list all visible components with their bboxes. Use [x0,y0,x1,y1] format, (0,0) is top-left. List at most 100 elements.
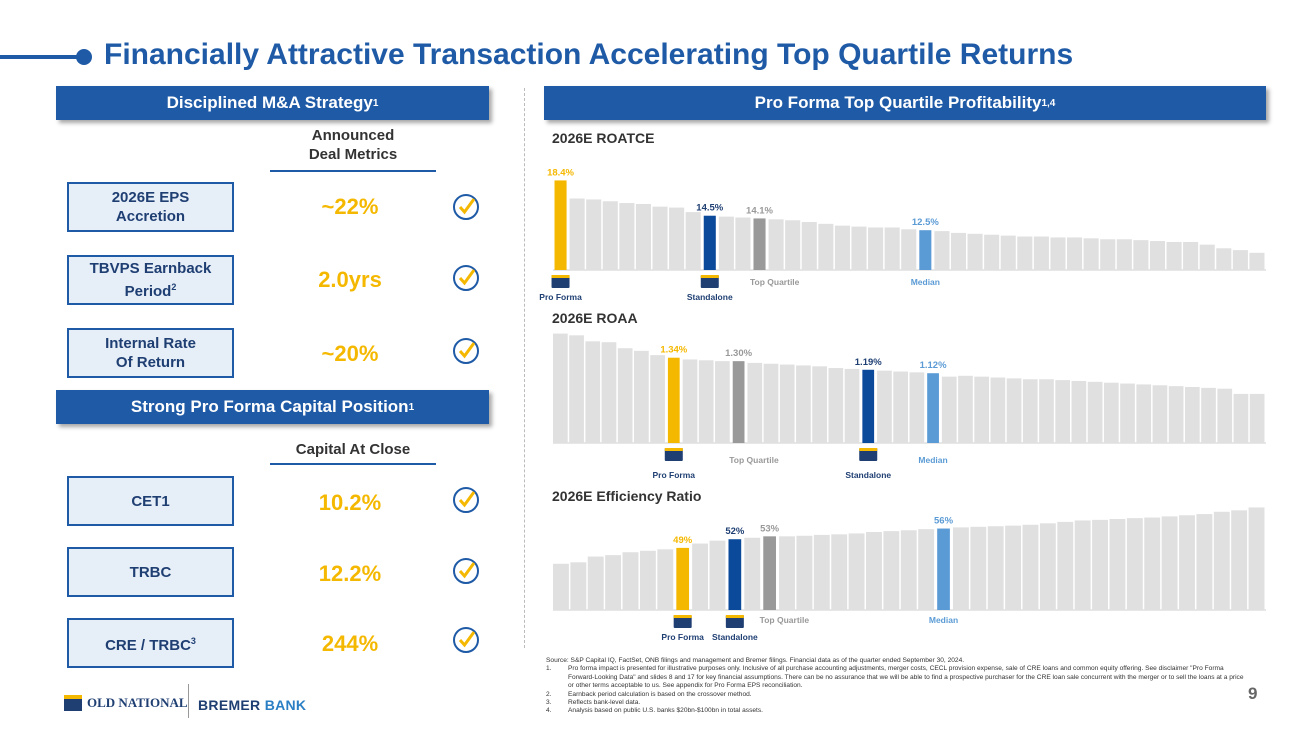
chart-bar [639,550,656,610]
chart-bar [1050,237,1066,270]
chart-bar [884,227,900,270]
checkmark-icon [453,558,479,584]
chart-bar [893,371,908,443]
footnote: 2. Earnback period calculation is based o… [546,691,1246,699]
cet1-value: 10.2% [318,490,382,515]
ma-banner-sup: 1 [372,97,379,109]
checkmark-icon [453,194,479,220]
bar-caption: Pro Forma [661,632,704,642]
chart-bar [1249,393,1265,443]
bremer-logo-text: BREMER [198,697,261,713]
chart-bar [709,540,726,610]
chart-bar [570,562,587,610]
bar-median [919,230,932,270]
chart-bar [1092,519,1108,610]
chart-bar [1168,386,1184,443]
bar-value-label: 14.1% [746,205,773,216]
tbvps-label-1: TBVPS Earnback [89,260,212,277]
bar-quartile [763,536,776,610]
chart-bar [1000,235,1016,270]
bar-value-label: 56% [934,516,954,527]
chart-bar [692,543,709,610]
trbc-value: 12.2% [318,561,382,586]
roaa-chart-title: 2026E ROAA [552,310,638,326]
chart-bar [868,227,884,270]
chart-bar [900,530,917,610]
bar-value-label: 49% [673,535,693,546]
bank-logo-icon [725,615,744,628]
chart-bar [834,225,850,270]
chart-bar [950,232,967,270]
bar-median [927,373,939,443]
chart-bar [763,363,779,443]
chart-bar [1017,236,1033,270]
chart-bar [601,342,617,443]
chart-bar [569,335,584,443]
chart-bar [1005,525,1022,610]
chart-bar [1071,380,1087,443]
chart-bar [1126,518,1143,610]
efficiency-chart: 49% Pro Forma 52% Standalone 53% Top Quartile… [553,507,1266,642]
irr-label-2: Of Return [115,354,186,371]
bar-caption: Standalone [687,292,733,302]
footnote-text: Reflects bank-level data. [568,699,641,707]
chart-bar [970,526,987,610]
chart-bar [1196,514,1213,610]
roatce-chart-title: 2026E ROATCE [552,130,655,146]
chart-bar [1120,383,1135,443]
footnote-text: Analysis based on public U.S. banks $20b… [568,707,764,715]
bank-logo-icon [664,448,683,461]
footnote-number: 3. [546,699,552,707]
chart-bar [1216,248,1232,270]
bar-value-label: 53% [760,523,780,534]
footnote-number: 1. [546,665,552,673]
footnote-number: 4. [546,707,552,715]
tbvps-earnback-box: TBVPS Earnback Period2 [67,255,234,305]
chart-bar [1199,244,1215,270]
chart-bar [617,348,633,443]
chart-bar [585,341,601,443]
bar-quartile [753,218,766,270]
chart-bar [918,529,935,610]
tbvps-label-2: Period [124,283,172,300]
chart-bar [848,533,865,610]
chart-bar [958,375,973,443]
bremer-bank-logo: BREMER BANK [198,697,306,713]
chart-bar [779,536,795,610]
page-number: 9 [1248,684,1258,703]
chart-bar [718,216,734,270]
column-divider [524,88,525,648]
ma-strategy-banner: Disciplined M&A Strategy 1 [56,86,489,120]
chart-bar [698,360,714,443]
chart-bar [866,532,882,610]
chart-bar [1179,515,1195,610]
chart-bar [587,556,604,610]
bar-caption: Pro Forma [539,292,582,302]
chart-bar [844,368,860,443]
bar-standalone [728,539,742,610]
efficiency-chart-title: 2026E Efficiency Ratio [552,488,702,504]
chart-bar [685,212,701,270]
bar-value-label: 52% [725,526,745,537]
cre-trbc-label: CRE / TRBC [105,636,191,654]
chart-bar [952,527,969,610]
chart-bar [657,549,674,610]
chart-bar [650,355,665,443]
chart-bar [779,364,795,443]
capital-at-close-rule [270,463,436,465]
chart-bar [635,203,651,270]
chart-bar [1213,511,1230,610]
bar-median [937,528,950,610]
chart-bar [901,229,917,270]
bank-logo-icon [700,275,719,288]
bank-logo-icon [673,615,692,628]
chart-bar [987,526,1004,610]
trbc-box: TRBC [67,547,234,597]
chart-bar [715,361,730,443]
chart-bar [569,198,585,270]
capital-at-close-header: Capital At Close [295,441,411,458]
bank-logo-icon-stripe [859,448,878,451]
chart-bar [1039,379,1054,443]
bank-logo-icon-stripe [700,275,719,278]
chart-bar [1217,388,1233,443]
